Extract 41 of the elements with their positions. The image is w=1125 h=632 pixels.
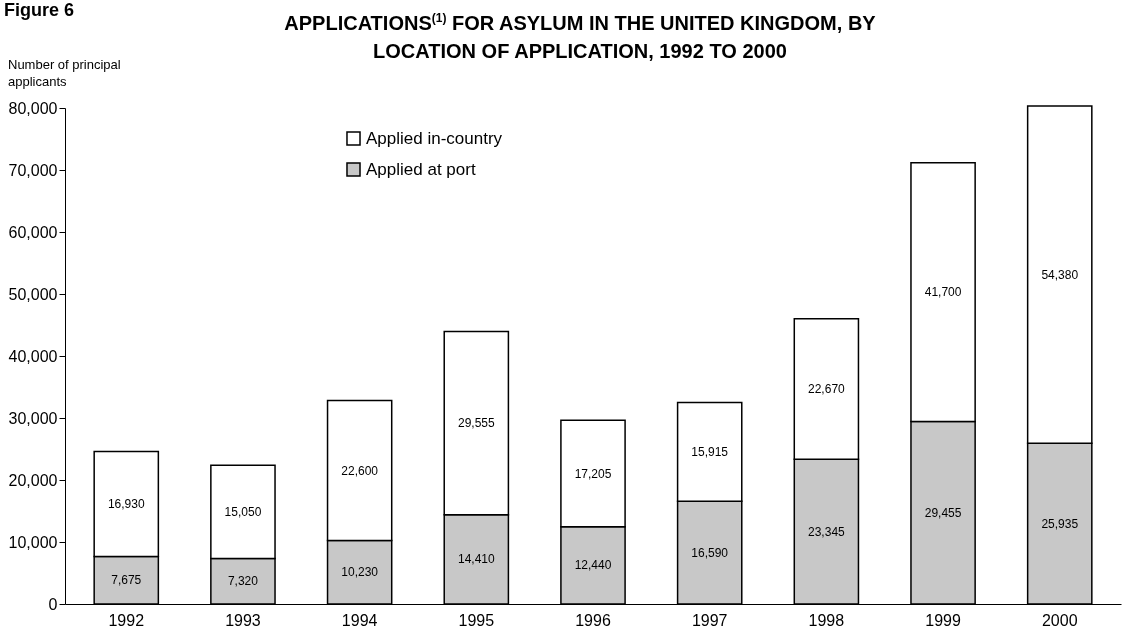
y-axis-title: Number of principal applicants xyxy=(8,56,121,90)
data-label: 22,670 xyxy=(808,381,846,396)
data-label: 10,230 xyxy=(341,565,379,580)
y-tick-label: 50,000 xyxy=(8,285,58,303)
y-tick-label: 70,000 xyxy=(8,161,58,179)
data-label: 23,345 xyxy=(808,524,846,539)
x-tick-label: 1999 xyxy=(925,611,961,629)
x-tick-label: 1992 xyxy=(108,611,145,629)
y-tick-label: 80,000 xyxy=(8,99,58,117)
y-tick-label: 30,000 xyxy=(8,409,58,427)
data-label: 14,410 xyxy=(457,552,495,567)
data-label: 15,050 xyxy=(224,504,262,519)
y-tick-label: 60,000 xyxy=(8,223,58,241)
data-label: 54,380 xyxy=(1041,267,1079,282)
legend-label: Applied at port xyxy=(366,159,476,179)
x-tick-label: 1995 xyxy=(458,611,495,629)
data-label: 7,675 xyxy=(111,573,142,588)
data-label: 7,320 xyxy=(227,574,259,589)
data-label: 29,455 xyxy=(924,505,962,520)
y-tick-label: 0 xyxy=(48,595,58,613)
data-label: 25,935 xyxy=(1041,516,1079,531)
data-label: 12,440 xyxy=(574,558,612,573)
x-tick-label: 2000 xyxy=(1041,611,1078,629)
data-label: 29,555 xyxy=(457,416,495,431)
data-label: 15,915 xyxy=(691,444,729,459)
y-tick-label: 40,000 xyxy=(8,347,58,365)
data-label: 41,700 xyxy=(924,285,962,300)
caption: Figure 6 xyxy=(4,0,75,21)
chart-title: APPLICATIONS$^{(1)}$ FOR ASYLUM IN THE UNITED KINGDOM, BY LOCATION OF APPLICATION, 1992 TO 2000 xyxy=(283,10,877,64)
legend-label: Applied in-country xyxy=(366,128,503,148)
data-label: 16,930 xyxy=(107,496,145,511)
y-tick-label: 10,000 xyxy=(8,533,58,551)
x-tick-label: 1998 xyxy=(808,611,845,629)
data-label: 17,205 xyxy=(574,466,612,481)
x-tick-label: 1993 xyxy=(225,611,261,629)
y-tick-label: 20,000 xyxy=(8,471,58,489)
data-label: 16,590 xyxy=(691,545,729,560)
x-tick-label: 1997 xyxy=(691,611,728,629)
data-label: 22,600 xyxy=(341,463,379,478)
x-tick-label: 1994 xyxy=(341,611,378,629)
x-tick-label: 1996 xyxy=(575,611,611,629)
